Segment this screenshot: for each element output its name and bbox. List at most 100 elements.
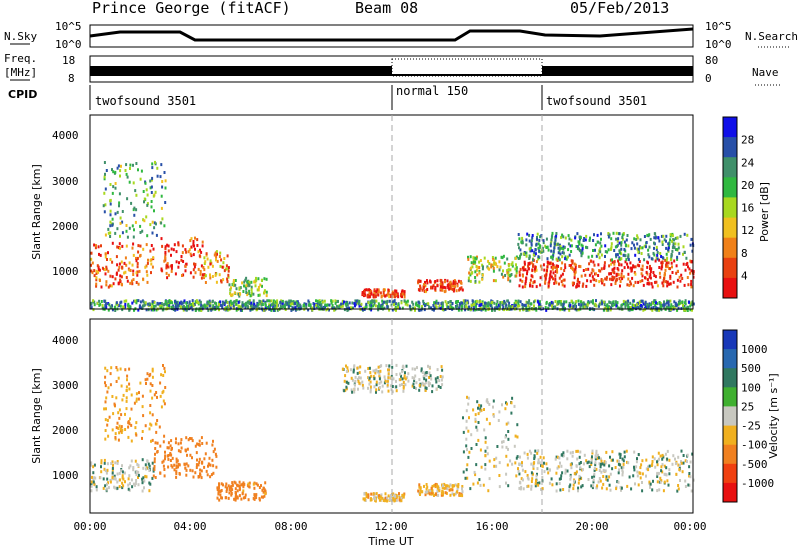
power-cell [188, 302, 191, 306]
power-cell [610, 283, 613, 287]
power-cell [603, 308, 606, 312]
power-cell [582, 269, 585, 272]
power-cell [659, 302, 662, 305]
power-cell [620, 247, 623, 251]
vel-cell [390, 494, 392, 497]
power-cell [577, 302, 580, 306]
vel-cell [378, 372, 381, 376]
power-cell [660, 304, 663, 308]
vel-cell [175, 464, 178, 468]
power-cell [125, 263, 128, 267]
power-cell [245, 287, 248, 291]
power-cell [214, 273, 217, 277]
power-cell [428, 305, 431, 309]
vel-cell [604, 460, 607, 464]
power-cell [551, 257, 554, 261]
power-cell [150, 262, 153, 266]
power-cell [412, 306, 415, 310]
power-cell [464, 299, 467, 303]
power-cell [177, 241, 180, 245]
vel-cell [375, 380, 378, 384]
power-cell [623, 248, 626, 251]
power-cell [507, 273, 510, 277]
power-cell [616, 301, 619, 305]
vel-cell [637, 453, 640, 456]
power-cell [123, 299, 126, 303]
vel-cell [628, 475, 631, 479]
power-cell [652, 251, 655, 255]
power-cell [104, 255, 107, 259]
vel-cell [533, 457, 536, 461]
power-cell [377, 302, 380, 306]
power-cell [142, 300, 145, 304]
power-cell [665, 234, 668, 238]
power-cell [496, 305, 499, 309]
vel-cell [505, 481, 507, 485]
vel-cell [395, 373, 398, 376]
vel-cell [461, 494, 464, 498]
power-cell [441, 283, 444, 287]
vel-cell [476, 481, 479, 485]
power-cell [600, 237, 602, 241]
power-cell [395, 293, 398, 297]
vel-cbar-swatch [723, 425, 737, 446]
vel-cell [106, 423, 109, 427]
vel-cell [369, 388, 372, 392]
power-cell [626, 303, 629, 307]
power-cell [669, 305, 672, 309]
power-cell [107, 251, 109, 255]
vel-cell [130, 459, 133, 463]
vel-cell [459, 494, 462, 497]
vel-cell [225, 490, 228, 493]
power-cell [122, 305, 125, 309]
power-cell [642, 302, 645, 306]
power-cell [506, 271, 509, 275]
vel-cell [151, 476, 154, 480]
power-cell [411, 300, 414, 304]
power-cell [215, 250, 218, 254]
vel-cell [401, 370, 404, 374]
vel-cell [439, 386, 442, 389]
vel-cell [124, 368, 127, 372]
power-cell [528, 299, 531, 303]
vel-cell [436, 376, 439, 380]
power-cell [617, 237, 620, 241]
power-cell [653, 232, 656, 236]
power-cell [476, 255, 478, 259]
vel-cell [200, 476, 203, 480]
power-cell [585, 245, 587, 249]
power-cell [238, 305, 241, 308]
vel-cell [474, 419, 477, 423]
power-cell [690, 237, 693, 241]
vel-cell [440, 365, 443, 369]
vel-cbar-tick: -1000 [741, 477, 774, 490]
vel-cell [102, 486, 105, 490]
power-cell [582, 305, 585, 309]
vel-cell [358, 376, 360, 380]
vel-cell [100, 465, 102, 469]
vel-cell [389, 384, 392, 388]
vel-cell [128, 422, 131, 426]
power-cell [629, 306, 632, 310]
vel-cell [362, 497, 365, 501]
vel-cell [380, 493, 383, 497]
power-cell [450, 282, 453, 286]
vel-cell [645, 474, 647, 478]
power-cell [667, 300, 670, 304]
power-cell [107, 231, 110, 235]
power-cell [109, 198, 112, 202]
vel-cell [149, 389, 152, 393]
power-cell [484, 308, 487, 312]
power-cell [112, 185, 115, 189]
power-cell [524, 285, 527, 289]
vel-cell [641, 459, 644, 463]
power-cell [132, 273, 135, 276]
power-cell [556, 268, 558, 271]
power-cell [502, 254, 505, 258]
power-cell [200, 250, 203, 254]
vel-cell [428, 491, 431, 495]
power-cell [197, 250, 200, 254]
power-cell [600, 253, 603, 257]
vel-cell [546, 467, 549, 471]
power-cell [600, 267, 603, 271]
